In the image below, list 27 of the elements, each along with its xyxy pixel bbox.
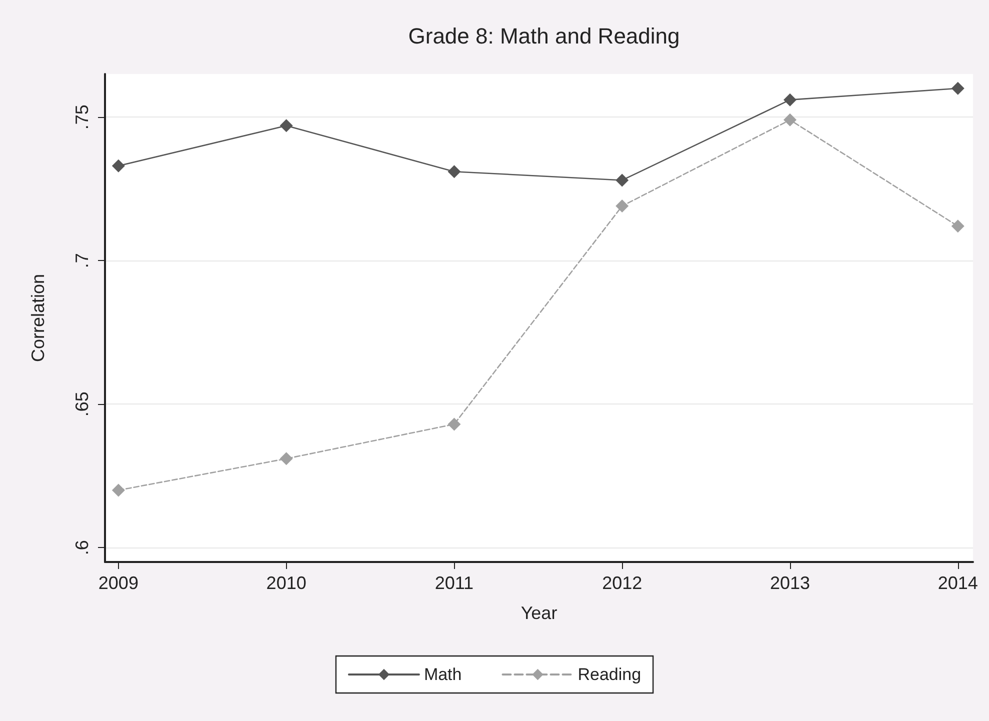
point [616,200,629,213]
x-tick-label: 2011 [434,573,474,593]
point [951,220,964,233]
x-tick-label: 2009 [98,573,138,593]
point [951,82,964,95]
chart-title: Grade 8: Math and Reading [408,24,680,48]
x-tick-label: 2014 [938,573,978,593]
legend-label: Reading [578,665,642,684]
x-tick-label: 2013 [770,573,810,593]
point [280,119,293,132]
point [448,418,461,431]
point [784,93,796,106]
x-tick-label: 2010 [266,573,306,593]
point [616,174,629,187]
point [784,113,796,126]
point [280,452,293,466]
y-tick-label: .65 [72,392,92,417]
point [112,484,125,497]
x-tick-label: 2012 [602,573,642,593]
x-axis-title: Year [520,603,558,623]
legend-label: Math [424,665,462,684]
y-tick-label: .6 [72,540,92,556]
point [112,159,125,172]
y-tick-label: .75 [72,104,92,130]
point [448,165,461,178]
y-tick-label: .7 [72,253,92,268]
y-axis-title: Correlation [28,274,48,362]
